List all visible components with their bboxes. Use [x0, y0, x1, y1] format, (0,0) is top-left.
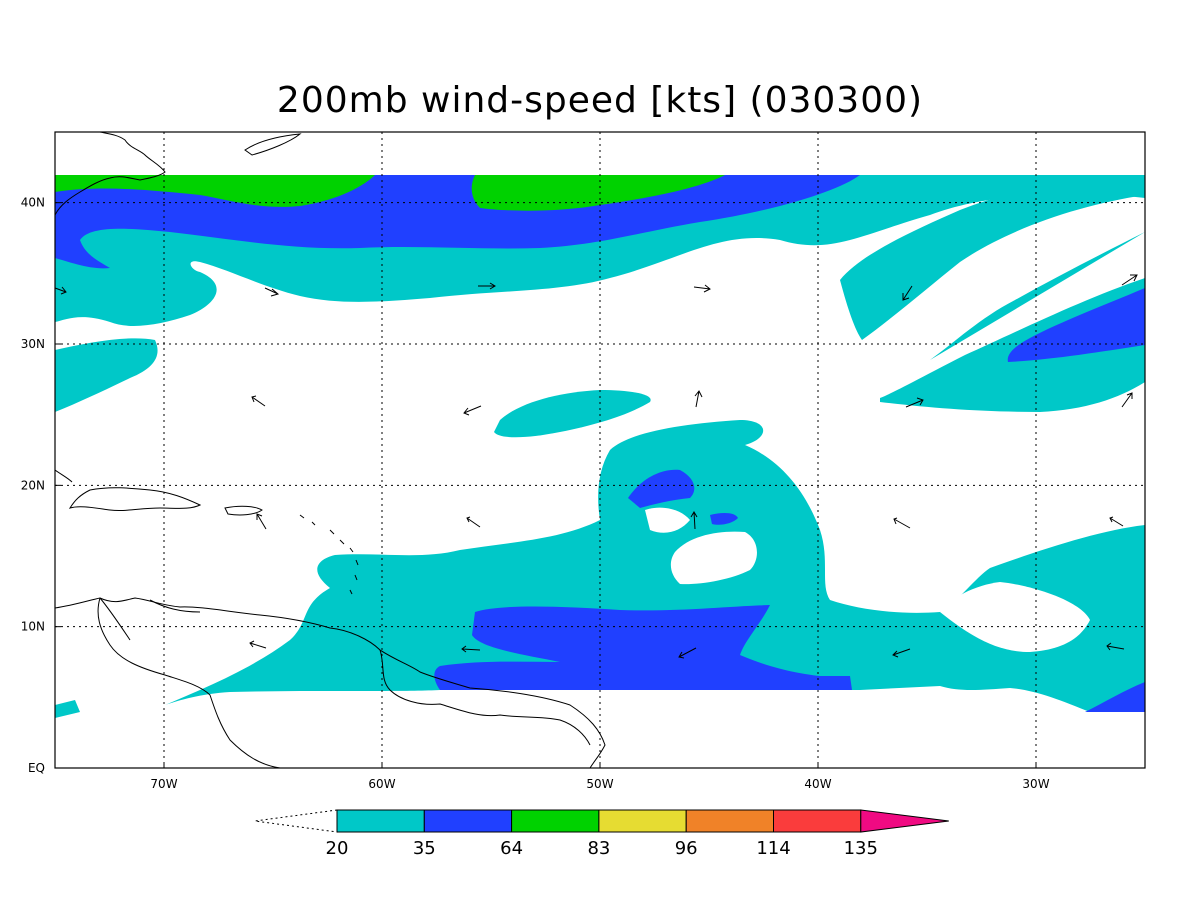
wind-arrow — [1121, 274, 1138, 286]
wind-field — [55, 175, 1145, 718]
colorbar-label: 114 — [756, 838, 790, 859]
x-tick-label: 40W — [804, 777, 831, 791]
wind-arrow — [478, 282, 496, 290]
blob-cyan-mid — [494, 390, 651, 438]
colorbar-segment — [598, 809, 687, 833]
wind-arrow — [1121, 392, 1133, 408]
wind-arrow — [902, 285, 913, 301]
coast-venezuela — [99, 597, 201, 641]
x-tick-label: 60W — [368, 777, 395, 791]
hole-east — [940, 582, 1090, 652]
hole-swirl — [645, 507, 757, 585]
wind-arrow — [893, 517, 911, 529]
y-tick-label: 30N — [21, 337, 45, 351]
x-tick-label: 30W — [1022, 777, 1049, 791]
wind-arrow — [461, 645, 481, 653]
colorbar-label: 83 — [587, 838, 610, 859]
blob-cyan-west — [55, 338, 158, 412]
core-blue-south — [434, 605, 852, 690]
colorbar-segment — [423, 809, 513, 833]
core-blue-swirl — [628, 469, 738, 525]
colorbar-over-triangle — [860, 809, 949, 833]
wind-arrow — [678, 647, 697, 659]
coast-lesser-antilles — [299, 514, 359, 595]
colorbar-segment — [511, 809, 600, 833]
streak-blue-ne — [1007, 288, 1145, 362]
coast-hispaniola — [68, 487, 202, 512]
coastlines — [55, 132, 606, 768]
colorbar-label: 35 — [413, 838, 436, 859]
x-tick-label: 70W — [150, 777, 177, 791]
wind-arrow — [251, 395, 266, 407]
y-tick-label: 40N — [21, 196, 45, 210]
wind-arrow — [256, 513, 267, 530]
colorbar: 20 35 64 83 96 114 135 — [254, 809, 949, 859]
colorbar-label: 20 — [326, 838, 349, 859]
wind-arrow — [1106, 642, 1125, 651]
wind-arrow — [463, 405, 482, 416]
wind-arrow — [905, 397, 924, 408]
coast-south-america — [55, 597, 606, 768]
streak-cyan-ne — [880, 232, 1145, 412]
coast-north-america — [55, 132, 166, 216]
core-blue-se — [1085, 682, 1145, 712]
coast-south-america-2 — [97, 597, 281, 768]
wind-vectors — [54, 274, 1138, 659]
colorbar-segment — [685, 809, 775, 833]
colorbar-label: 135 — [844, 838, 878, 859]
wind-arrow — [249, 640, 267, 649]
map-title: 200mb wind-speed [kts] (030300) — [276, 80, 924, 121]
wind-arrow — [690, 511, 698, 530]
wind-arrow — [1109, 516, 1124, 527]
band-green-west — [55, 175, 375, 207]
wind-arrow — [466, 516, 481, 528]
colorbar-segment — [336, 809, 425, 833]
wind-arrow — [892, 648, 911, 658]
colorbar-label: 96 — [675, 838, 698, 859]
y-tick-label: 10N — [21, 620, 45, 634]
colorbar-under-triangle — [254, 809, 338, 833]
gridlines — [55, 132, 1145, 769]
colorbar-segment — [773, 809, 862, 833]
x-tick-label: 50W — [586, 777, 613, 791]
band-green-east — [471, 175, 725, 211]
coast-puerto-rico — [224, 505, 263, 516]
wind-arrow — [693, 284, 711, 293]
axis-tick-labels: 70W 60W 50W 40W 30W EQ 10N 20N 30N 40N — [21, 196, 1050, 791]
coast-cuba — [55, 469, 73, 483]
band-cyan-south — [55, 420, 1145, 718]
wind-arrow — [694, 390, 703, 408]
wind-arrow — [54, 286, 67, 295]
y-tick-label: EQ — [28, 761, 45, 775]
coast-guianas — [379, 649, 591, 746]
coast-nova-scotia — [244, 133, 302, 156]
streak-cyan-ne2 — [840, 175, 1145, 340]
colorbar-label: 64 — [500, 838, 523, 859]
wind-arrow — [264, 287, 280, 297]
y-tick-label: 20N — [21, 478, 45, 492]
